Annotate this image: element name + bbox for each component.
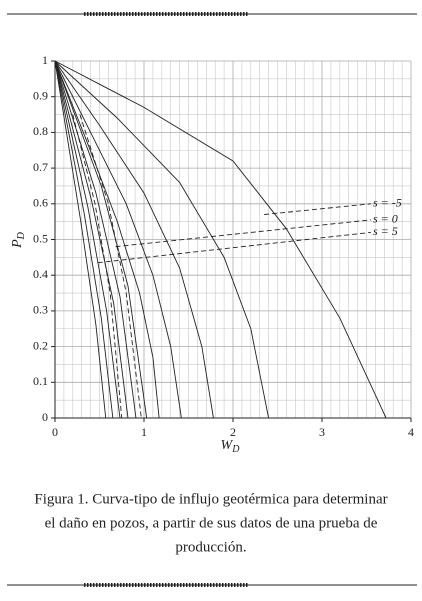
y-tick-label: 1 xyxy=(42,53,48,67)
curve xyxy=(54,60,214,419)
y-tick-label: 0.5 xyxy=(33,231,48,245)
bottom-ornament xyxy=(83,583,248,587)
curve xyxy=(79,114,142,419)
y-tick-label: 0.4 xyxy=(33,267,48,281)
x-tick-label: 4 xyxy=(408,425,414,439)
series-label: s = 0 xyxy=(373,212,398,226)
y-label-sub: D xyxy=(16,231,27,240)
y-tick-label: 0.2 xyxy=(33,338,48,352)
y-axis-label: PD xyxy=(10,231,27,249)
curve xyxy=(264,203,371,215)
y-tick-label: 0.6 xyxy=(33,196,48,210)
x-tick-label: 3 xyxy=(319,425,325,439)
y-tick-label: 0.3 xyxy=(33,303,48,317)
x-tick-label: 0 xyxy=(52,425,58,439)
caption-line: el daño en pozos, a partir de sus datos … xyxy=(45,515,378,531)
x-label-sub: D xyxy=(231,444,240,455)
curve xyxy=(54,60,387,419)
curve xyxy=(54,60,121,419)
curve xyxy=(54,60,114,419)
curve xyxy=(115,219,371,248)
caption-line: producción. xyxy=(175,539,246,555)
y-tick-label: 0.1 xyxy=(33,374,48,388)
x-tick-label: 1 xyxy=(141,425,147,439)
y-tick-label: 0 xyxy=(42,410,48,424)
curve xyxy=(97,231,371,264)
caption-line: Figura 1. Curva-tipo de influjo geotérmi… xyxy=(34,491,387,507)
x-axis-label: WD xyxy=(221,438,241,455)
y-tick-label: 0.9 xyxy=(33,88,48,102)
curve xyxy=(72,114,123,419)
top-ornament xyxy=(83,12,248,16)
x-label-main: W xyxy=(221,438,234,453)
y-tick-label: 0.7 xyxy=(33,160,48,174)
series-label: s = 5 xyxy=(373,224,398,238)
curve xyxy=(54,60,129,419)
series-label: s = -5 xyxy=(373,196,402,210)
curve xyxy=(54,60,107,419)
y-label-main: P xyxy=(10,239,25,249)
y-tick-label: 0.8 xyxy=(33,124,48,138)
curve xyxy=(54,60,148,419)
curve xyxy=(54,60,160,419)
curve xyxy=(54,60,270,419)
x-tick-label: 2 xyxy=(230,425,236,439)
curve xyxy=(54,60,182,419)
